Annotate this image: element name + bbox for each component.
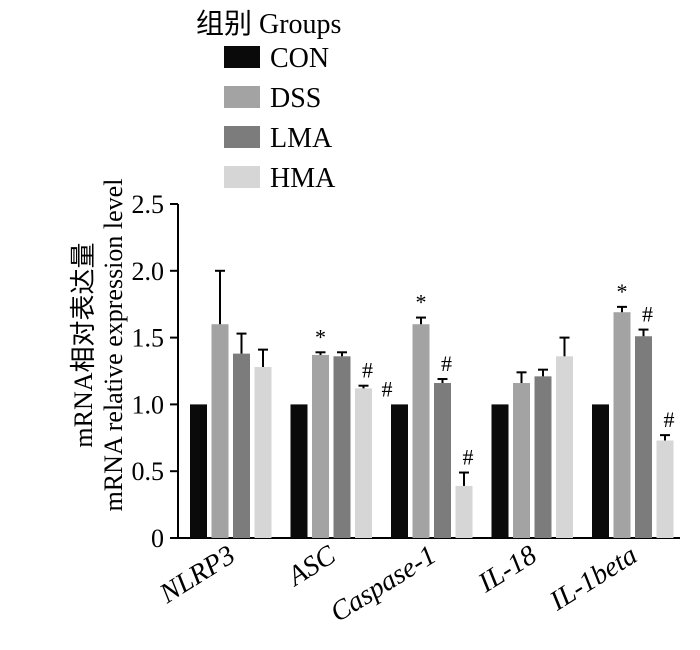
x-tick-label-il-18: IL-18	[472, 540, 542, 600]
y-tick-label: 2.5	[132, 190, 165, 219]
legend-swatch-dss	[224, 86, 260, 108]
y-axis-label-zh: mRNA相对表达量	[69, 242, 98, 447]
bar-il-1beta-dss	[613, 312, 631, 538]
bar-caspase-1-dss	[412, 324, 430, 538]
bar-caspase-1-hma	[455, 485, 473, 538]
bar-nlrp3-lma	[233, 353, 250, 538]
bar-nlrp3-con	[190, 404, 207, 538]
significance-mark: #	[441, 351, 452, 376]
bar-asc-hma	[355, 388, 372, 538]
bar-il-1beta-lma	[635, 336, 652, 538]
significance-mark: *	[315, 324, 326, 349]
y-tick-label: 0	[151, 524, 164, 553]
bar-il-18-con	[491, 404, 509, 538]
bar-caspase-1-lma	[434, 383, 451, 538]
bar-nlrp3-hma	[254, 366, 272, 538]
significance-mark: #	[664, 407, 675, 432]
bar-nlrp3-dss	[211, 324, 229, 538]
bar-il-1beta-con	[592, 404, 609, 538]
bar-asc-dss	[312, 354, 329, 538]
significance-mark: *	[617, 279, 628, 304]
legend-swatch-hma	[224, 166, 260, 188]
x-tick-label-nlrp3: NLRP3	[153, 540, 240, 611]
legend: 组别 Groups CON DSS LMA HMA	[196, 8, 341, 194]
legend-label-hma: HMA	[270, 163, 336, 194]
y-axis-label-en: mRNA relative expression level	[99, 179, 128, 512]
y-tick-label: 1.0	[132, 390, 165, 419]
legend-swatch-lma	[224, 126, 260, 148]
legend-label-dss: DSS	[270, 83, 321, 114]
legend-label-con: CON	[270, 43, 329, 74]
y-tick-label: 0.5	[132, 457, 165, 486]
y-tick-label: 1.5	[132, 324, 165, 353]
significance-mark: *	[416, 290, 427, 315]
bar-il-18-dss	[513, 383, 530, 538]
significance-mark: #	[362, 358, 373, 383]
y-tick-label: 2.0	[132, 257, 165, 286]
legend-swatch-con	[224, 46, 260, 68]
bar-asc-con	[290, 404, 308, 538]
y-axis-label: mRNA相对表达量 mRNA relative expression level	[69, 179, 128, 512]
significance-mark: #	[642, 302, 653, 327]
significance-mark: #	[463, 445, 474, 470]
legend-label-lma: LMA	[270, 123, 333, 154]
bars: * # # * # # * # #	[190, 269, 675, 538]
x-tick-label-caspase-1: Caspase-1	[325, 540, 442, 629]
x-tick-label-il-1beta: IL-1beta	[544, 540, 643, 618]
legend-title: 组别 Groups	[196, 8, 341, 40]
bar-il-1beta-hma	[656, 440, 674, 538]
bar-asc-lma	[333, 356, 351, 538]
bar-il-18-hma	[556, 356, 573, 538]
bar-caspase-1-con	[391, 404, 408, 538]
bar-il-18-lma	[534, 376, 552, 538]
x-tick-label-asc: ASC	[281, 539, 342, 593]
significance-mark: #	[382, 376, 393, 401]
